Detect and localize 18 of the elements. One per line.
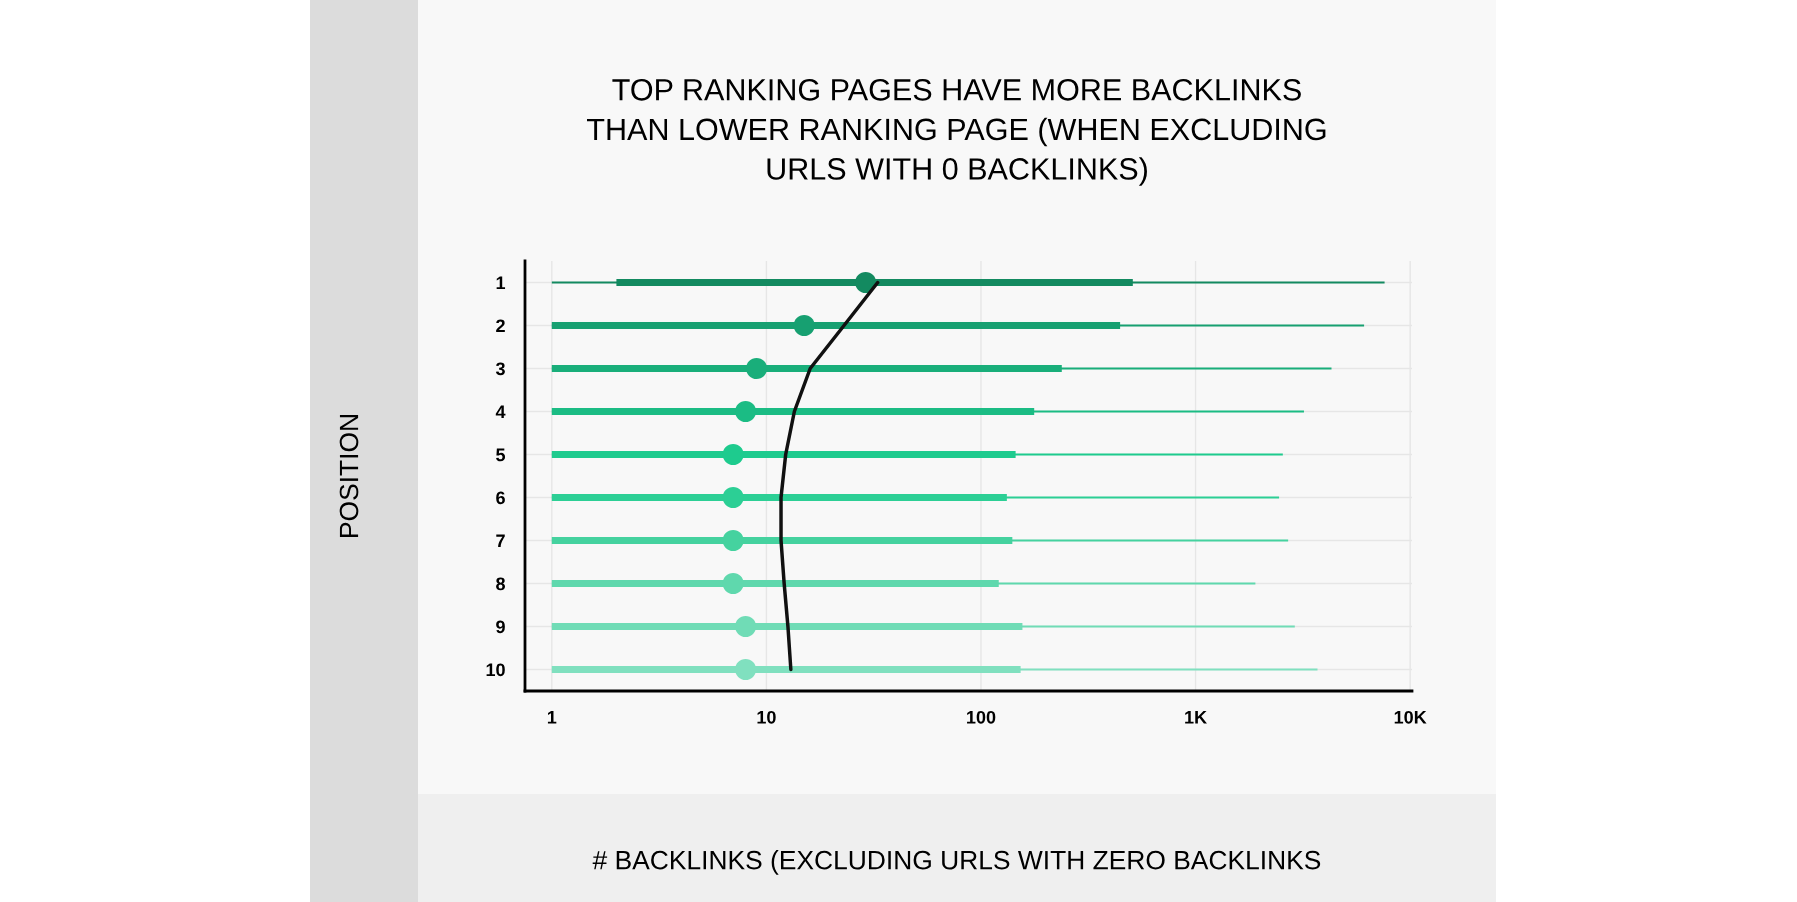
y-tick-label: 7	[496, 534, 505, 548]
y-tick-label: 9	[496, 620, 505, 634]
x-tick-label: 10	[757, 710, 776, 724]
y-tick-label: 4	[495, 405, 506, 419]
y-axis-title: POSITION	[339, 415, 359, 537]
y-tick-label: 2	[496, 319, 505, 333]
x-tick-label: 100	[967, 710, 996, 724]
y-tick-label: 10	[486, 663, 505, 677]
y-tick-label: 1	[496, 276, 506, 290]
x-tick-label: 1K	[1185, 711, 1207, 724]
x-tick-label: 1	[547, 711, 557, 724]
y-tick-label: 3	[495, 362, 505, 376]
y-tick-label: 5	[496, 448, 506, 462]
x-axis-title: # BACKLINKS (EXCLUDING URLS WITH ZERO BACKLINKS	[592, 850, 1321, 875]
y-tick-label: 8	[496, 577, 505, 591]
x-tick-label: 10K	[1394, 710, 1427, 724]
chart-title: TOP RANKING PAGES HAVE MORE BACKLINKS THAN LOWER RANKING PAGE (WHEN EXCLUDING URLS WITH 0 BACKLINKS)	[587, 79, 1326, 186]
y-tick-label: 6	[496, 491, 505, 505]
